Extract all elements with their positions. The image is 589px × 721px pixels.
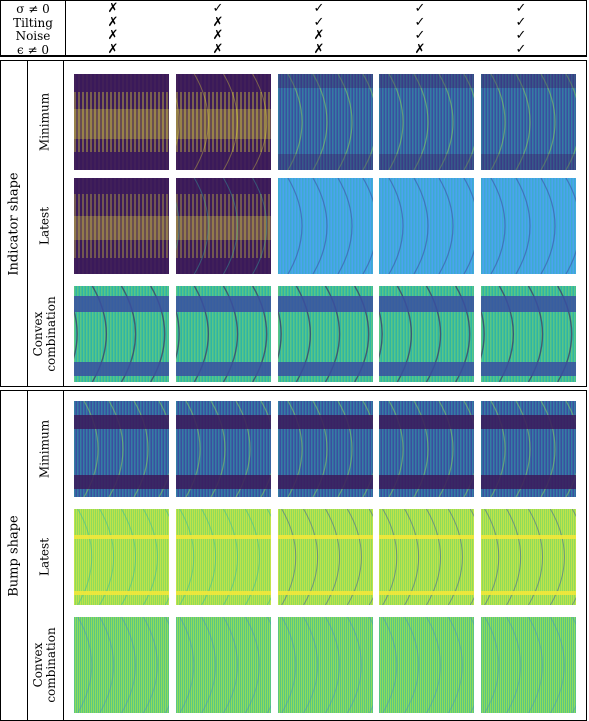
result-image [481, 286, 576, 382]
result-image [278, 401, 373, 497]
result-image [176, 401, 271, 497]
result-image [176, 74, 271, 170]
result-image [74, 617, 169, 713]
header-separator [65, 1, 66, 55]
result-image [278, 74, 373, 170]
result-image [379, 617, 474, 713]
check-mark-icon: ✓ [313, 1, 325, 16]
condition-label: ϵ ≠ 0 [16, 42, 50, 57]
result-image [278, 509, 373, 605]
check-mark-icon: ✓ [414, 1, 426, 16]
result-image [278, 286, 373, 382]
check-mark-icon: ✓ [212, 1, 224, 16]
result-image [481, 617, 576, 713]
indicator-shape-section: Indicator shape Minimum Latest Convex combi… [0, 60, 587, 387]
cross-mark-icon: ✗ [107, 14, 119, 30]
section-title: Indicator shape [6, 171, 22, 276]
row-label: Latest [37, 537, 52, 577]
row-label: Latest [37, 206, 52, 246]
result-image [379, 74, 474, 170]
result-image [176, 509, 271, 605]
cross-mark-icon: ✗ [212, 14, 224, 30]
section-separator [63, 61, 64, 386]
result-image [74, 178, 169, 274]
result-image [176, 178, 271, 274]
check-mark-icon: ✓ [515, 1, 527, 16]
cross-mark-icon: ✗ [313, 41, 325, 57]
section-title: Bump shape [6, 514, 22, 597]
section-separator [63, 391, 64, 720]
check-mark-icon: ✓ [515, 14, 527, 30]
row-label: Convex combination [31, 296, 58, 372]
result-image [176, 617, 271, 713]
result-image [74, 286, 169, 382]
cross-mark-icon: ✗ [212, 41, 224, 57]
check-mark-icon: ✓ [515, 28, 527, 43]
result-image [74, 74, 169, 170]
result-image [481, 401, 576, 497]
section-separator [27, 391, 28, 720]
result-image [379, 178, 474, 274]
condition-row: Tilting ✗ ✗ ✓ ✓ ✓ [1, 14, 588, 30]
check-mark-icon: ✓ [515, 41, 527, 57]
cross-mark-icon: ✗ [313, 28, 325, 43]
cross-mark-icon: ✗ [107, 28, 119, 43]
result-image [278, 178, 373, 274]
check-mark-icon: ✓ [313, 14, 325, 30]
condition-label: Noise [15, 29, 51, 43]
condition-label: Tilting [13, 15, 53, 30]
condition-row: ϵ ≠ 0 ✗ ✗ ✗ ✗ ✓ [1, 41, 588, 57]
row-label: Minimum [37, 92, 52, 152]
check-mark-icon: ✓ [414, 14, 426, 30]
cross-mark-icon: ✗ [212, 28, 224, 43]
condition-label: σ ≠ 0 [16, 2, 50, 16]
row-label: Convex combination [31, 627, 58, 703]
check-mark-icon: ✓ [414, 28, 426, 43]
cross-mark-icon: ✗ [107, 1, 119, 16]
condition-row: Noise ✗ ✗ ✗ ✓ ✓ [1, 28, 588, 44]
result-image [74, 509, 169, 605]
cross-mark-icon: ✗ [107, 41, 119, 57]
result-image [379, 509, 474, 605]
result-image [379, 286, 474, 382]
result-image [74, 401, 169, 497]
result-image [176, 286, 271, 382]
result-image [481, 509, 576, 605]
cross-mark-icon: ✗ [414, 41, 426, 57]
result-image [481, 178, 576, 274]
row-label: Minimum [37, 419, 52, 479]
condition-row: σ ≠ 0 ✗ ✓ ✓ ✓ ✓ [1, 1, 588, 17]
result-image [278, 617, 373, 713]
result-image [379, 401, 474, 497]
section-separator [27, 61, 28, 386]
conditions-header: σ ≠ 0 ✗ ✓ ✓ ✓ ✓ Tilting ✗ ✗ ✓ ✓ ✓ Noise ✗ ✗ ✗ ✓ ✓ ϵ ≠ 0 ✗ ✗ ✗… [0, 0, 587, 57]
bump-shape-section: Bump shape Minimum Latest Convex combinatio… [0, 390, 587, 721]
result-image [481, 74, 576, 170]
